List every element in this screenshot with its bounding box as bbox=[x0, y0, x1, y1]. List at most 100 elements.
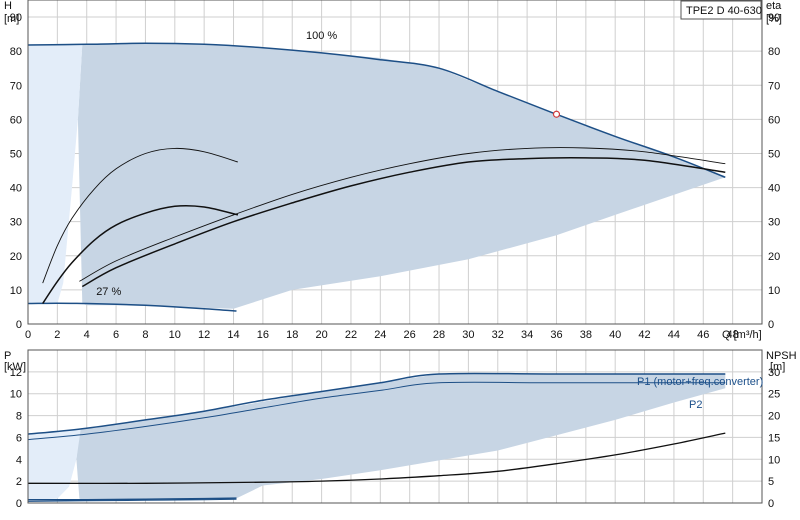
x-tick-label: 40 bbox=[609, 329, 621, 341]
x-tick-label: 34 bbox=[521, 329, 533, 341]
y-right-tick-label: 5 bbox=[768, 476, 774, 488]
x-tick-label: 46 bbox=[697, 329, 709, 341]
power-envelope bbox=[28, 374, 726, 501]
h-axis-unit: [m] bbox=[4, 13, 19, 25]
x-tick-label: 8 bbox=[142, 329, 148, 341]
min-flow-range-fill bbox=[28, 44, 83, 304]
x-tick-label: 12 bbox=[198, 329, 210, 341]
legend-p2: P2 bbox=[689, 399, 702, 411]
x-tick-label: 14 bbox=[227, 329, 239, 341]
x-tick-label: 24 bbox=[374, 329, 386, 341]
y-left-tick-label: 0 bbox=[16, 319, 22, 331]
power-plot-frame bbox=[27, 349, 763, 504]
y-left-tick-label: 60 bbox=[10, 114, 22, 126]
y-right-tick-label: 70 bbox=[768, 80, 780, 92]
h-axis-label: H bbox=[4, 0, 12, 12]
x-tick-label: 16 bbox=[257, 329, 269, 341]
x-tick-label: 48 bbox=[727, 329, 739, 341]
y-left-tick-label: 12 bbox=[10, 367, 22, 379]
curve-27 bbox=[27, 302, 237, 312]
y-left-tick-label: 90 bbox=[10, 12, 22, 24]
chart-title: TPE2 D 40-630 bbox=[686, 5, 762, 17]
npsh-axis-unit: [m] bbox=[770, 361, 785, 373]
curve-annotation: 100 % bbox=[306, 30, 337, 42]
min-flow-range-fill bbox=[28, 428, 81, 500]
y-right-tick-label: 10 bbox=[768, 285, 780, 297]
y-right-tick-label: 90 bbox=[768, 12, 780, 24]
x-tick-label: 20 bbox=[315, 329, 327, 341]
qh-panel: 100 %27 % 0 2 4 6 8 10 12 14 16 18 20 22 24 26 28 30 32 3… bbox=[4, 0, 782, 341]
qh-tick-labels: 0 2 4 6 8 10 12 14 16 18 20 22 24 26 28 30 32 34 36 38 40 42 4… bbox=[10, 12, 781, 341]
curve-p1-motor-freq-converter bbox=[27, 372, 726, 435]
y-left-tick-label: 10 bbox=[10, 389, 22, 401]
eta-axis-label: eta bbox=[766, 0, 782, 12]
y-left-tick-label: 0 bbox=[16, 498, 22, 510]
y-right-tick-label: 0 bbox=[768, 498, 774, 510]
qh-curves: 100 % 27 % bbox=[27, 30, 726, 312]
y-left-tick-label: 2 bbox=[16, 476, 22, 488]
operating-range-fill bbox=[28, 42, 726, 309]
y-left-tick-label: 6 bbox=[16, 432, 22, 444]
curve-eta-p2-27 bbox=[42, 147, 239, 284]
y-right-tick-label: 40 bbox=[768, 183, 780, 195]
y-right-tick-label: 20 bbox=[768, 411, 780, 423]
y-right-tick-label: 20 bbox=[768, 251, 780, 263]
y-left-tick-label: 4 bbox=[16, 454, 22, 466]
curve-eta-p1-27 bbox=[42, 204, 239, 304]
curve-npsh bbox=[27, 432, 726, 485]
q-axis-label: Q [m³/h] bbox=[722, 329, 762, 341]
chart-title-box bbox=[680, 0, 762, 20]
duty-point-marker bbox=[552, 110, 561, 118]
power-tick-labels: 0 2 4 6 8 10 12 0 5 10 15 20 25 30 bbox=[10, 367, 781, 510]
x-tick-label: 38 bbox=[580, 329, 592, 341]
curve-p2 bbox=[27, 381, 726, 441]
y-right-tick-label: 60 bbox=[768, 114, 780, 126]
curve-eta-p1-100 bbox=[81, 157, 726, 288]
y-right-tick-label: 30 bbox=[768, 217, 780, 229]
y-left-tick-label: 10 bbox=[10, 285, 22, 297]
y-left-tick-label: 30 bbox=[10, 217, 22, 229]
curve-eta-p2-100 bbox=[79, 147, 726, 282]
x-tick-label: 44 bbox=[668, 329, 680, 341]
operating-range-fill bbox=[28, 374, 726, 501]
y-right-tick-label: 30 bbox=[768, 367, 780, 379]
x-tick-label: 26 bbox=[404, 329, 416, 341]
x-tick-label: 0 bbox=[25, 329, 31, 341]
curve-p1-27 bbox=[27, 497, 237, 501]
curve-p2-27 bbox=[27, 498, 237, 502]
x-tick-label: 36 bbox=[550, 329, 562, 341]
x-tick-label: 2 bbox=[54, 329, 60, 341]
curve-100 bbox=[27, 42, 726, 178]
power-curves bbox=[27, 372, 726, 502]
qh-envelope bbox=[28, 42, 726, 309]
y-right-tick-label: 25 bbox=[768, 389, 780, 401]
legend-p1: P1 (motor+freq.converter) bbox=[637, 376, 763, 388]
x-tick-label: 6 bbox=[113, 329, 119, 341]
y-right-tick-label: 0 bbox=[768, 319, 774, 331]
y-left-tick-label: 20 bbox=[10, 251, 22, 263]
p-axis-label: P bbox=[4, 350, 11, 362]
npsh-axis-label: NPSH bbox=[766, 350, 797, 362]
x-tick-label: 42 bbox=[638, 329, 650, 341]
y-left-tick-label: 70 bbox=[10, 80, 22, 92]
y-left-tick-label: 50 bbox=[10, 148, 22, 160]
x-tick-label: 30 bbox=[462, 329, 474, 341]
power-panel: 0 2 4 6 8 10 12 0 5 10 15 20 25 30 P [kW] NPSH [m] P1… bbox=[4, 349, 797, 510]
eta-axis-unit: [%] bbox=[766, 13, 782, 25]
p-axis-unit: [kW] bbox=[4, 361, 26, 373]
x-tick-label: 18 bbox=[286, 329, 298, 341]
x-tick-label: 10 bbox=[169, 329, 181, 341]
y-left-tick-label: 80 bbox=[10, 46, 22, 58]
x-tick-label: 22 bbox=[345, 329, 357, 341]
x-tick-label: 4 bbox=[84, 329, 90, 341]
y-right-tick-label: 80 bbox=[768, 46, 780, 58]
y-left-tick-label: 40 bbox=[10, 183, 22, 195]
y-right-tick-label: 15 bbox=[768, 432, 780, 444]
qh-plot-frame bbox=[27, 0, 763, 325]
x-tick-label: 28 bbox=[433, 329, 445, 341]
x-tick-label: 32 bbox=[492, 329, 504, 341]
y-right-tick-label: 50 bbox=[768, 148, 780, 160]
y-right-tick-label: 10 bbox=[768, 454, 780, 466]
curve-annotation: 27 % bbox=[96, 286, 121, 298]
